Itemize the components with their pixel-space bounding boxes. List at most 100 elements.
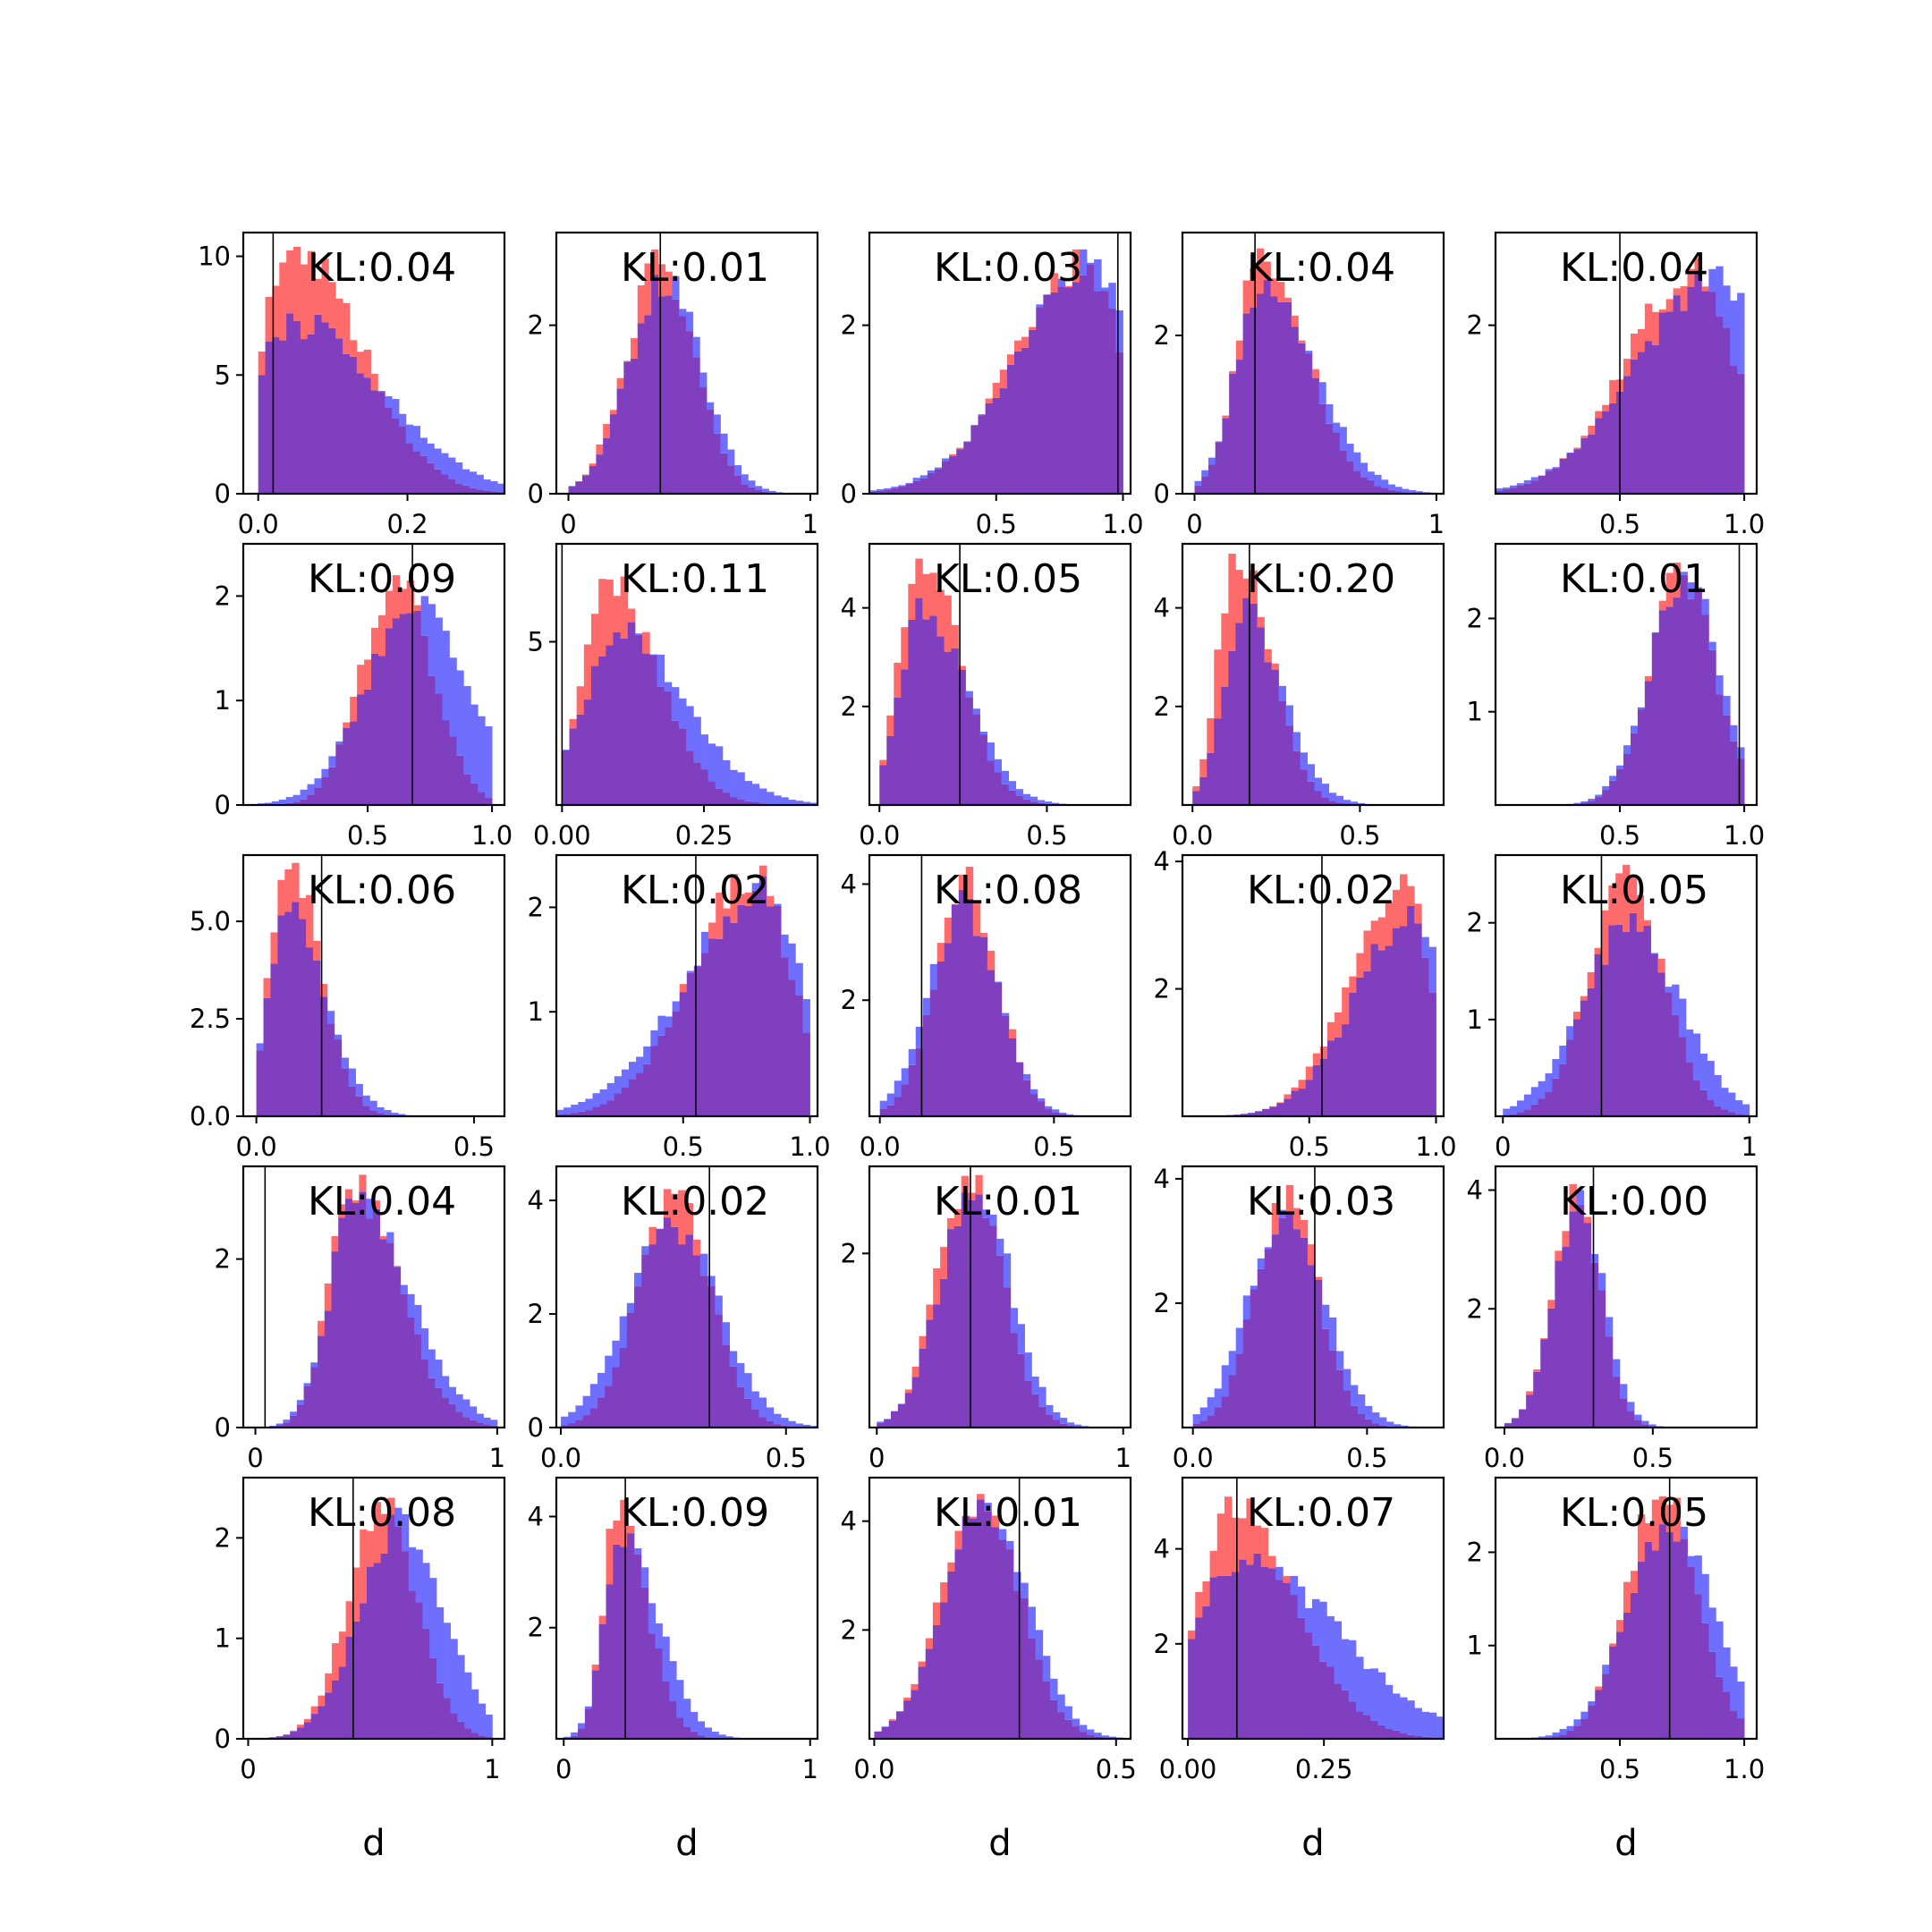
red-hist-bar (888, 1719, 897, 1721)
kl-annotation: KL:0.05 (934, 556, 1082, 602)
overlap-bar (1277, 301, 1285, 494)
blue-hist-bar (741, 474, 749, 485)
blue-hist-bar (1370, 1668, 1378, 1721)
red-hist-bar (671, 1193, 679, 1227)
overlap-bar (643, 1063, 651, 1116)
x-tick-label: 0.5 (1599, 1754, 1640, 1784)
x-tick-label: 0.0 (860, 1131, 901, 1162)
overlap-bar (1257, 293, 1265, 494)
overlap-bar (936, 636, 945, 805)
overlap-bar (1387, 489, 1395, 494)
overlap-bar (1562, 1246, 1570, 1428)
kl-annotation: KL:0.04 (308, 1179, 456, 1224)
kl-annotation: KL:0.04 (308, 245, 456, 291)
overlap-bar (1013, 351, 1022, 494)
blue-hist-bar (662, 1636, 670, 1682)
overlap-bar (672, 1011, 681, 1116)
overlap-bar (1699, 1089, 1707, 1116)
overlap-bar (874, 1731, 882, 1739)
overlap-bar (1328, 801, 1337, 805)
overlap-bar (256, 1050, 264, 1116)
kl-annotation: KL:0.01 (934, 1490, 1082, 1536)
blue-hist-bar (271, 801, 280, 805)
blue-hist-bar (711, 1732, 719, 1739)
red-hist-bar (1651, 311, 1660, 345)
overlap-bar (1334, 1683, 1343, 1739)
red-hist-bar (1673, 562, 1681, 598)
overlap-bar (1010, 1333, 1019, 1428)
red-hist-bar (1572, 1012, 1581, 1020)
blue-hist-bar (650, 1030, 658, 1046)
overlap-bar (700, 953, 709, 1116)
overlap-bar (448, 1403, 456, 1428)
overlap-bar (884, 489, 892, 494)
overlap-bar (884, 1419, 892, 1428)
blue-hist-bar (1496, 487, 1504, 491)
overlap-bar (1636, 931, 1645, 1116)
red-hist-bar (962, 1515, 970, 1517)
overlap-bar (597, 1397, 606, 1428)
x-tick-label: 0.5 (453, 1131, 495, 1162)
blue-hist-bar (621, 1069, 630, 1088)
blue-hist-bar (490, 1419, 498, 1426)
overlap-bar (922, 619, 930, 805)
blue-hist-bar (1392, 1693, 1401, 1731)
overlap-bar (671, 1226, 679, 1428)
red-hist-bar (1687, 268, 1695, 287)
overlap-bar (968, 1199, 976, 1428)
overlap-bar (344, 1199, 353, 1428)
kl-annotation: KL:0.08 (934, 868, 1082, 913)
x-tick-label: 0.0 (1484, 1443, 1525, 1473)
blue-hist-bar (1708, 268, 1716, 292)
y-tick-label: 4 (841, 1506, 857, 1537)
blue-hist-bar (700, 734, 708, 770)
red-hist-bar (1644, 676, 1653, 682)
overlap-bar (373, 1563, 382, 1739)
overlap-bar (1030, 1094, 1038, 1116)
x-tick-label: 0.0 (236, 1131, 277, 1162)
overlap-bar (961, 1192, 969, 1428)
overlap-bar (1031, 1394, 1039, 1428)
overlap-bar (999, 388, 1008, 494)
overlap-bar (1192, 791, 1200, 805)
blue-hist-bar (1707, 1061, 1715, 1100)
overlap-bar (941, 461, 950, 494)
blue-hist-bar (1285, 705, 1293, 726)
x-tick-label: 0.0 (859, 820, 900, 851)
overlap-bar (1015, 1062, 1024, 1116)
overlap-bar (325, 1692, 333, 1739)
overlap-bar (699, 386, 708, 494)
overlap-bar (303, 1385, 311, 1428)
overlap-bar (693, 966, 702, 1116)
subplot-2: 020 1KL:0.01 (528, 231, 818, 539)
axes-frame (1181, 542, 1445, 807)
overlap-bar (962, 1516, 970, 1739)
overlap-bar (958, 670, 966, 805)
overlap-bar (929, 615, 937, 805)
blue-hist-bar (568, 1411, 576, 1424)
red-hist-bar (992, 382, 1001, 398)
blue-hist-bar (1708, 641, 1716, 650)
x-tick-label: 0.00 (533, 820, 591, 851)
subplot-22: 240 1KL:0.09d (528, 1476, 819, 1864)
red-hist-bar (1623, 864, 1631, 932)
blue-hist-bar (1051, 1109, 1060, 1113)
red-hist-bar (598, 579, 606, 657)
blue-hist-bar (485, 726, 493, 799)
overlap-bar (940, 1278, 948, 1428)
red-hist-bar (343, 722, 351, 728)
blue-hist-bar (1737, 1681, 1745, 1719)
red-hist-bar (1242, 578, 1250, 598)
red-hist-bar (1615, 873, 1623, 925)
blue-hist-bar (979, 731, 987, 735)
red-hist-bar (350, 696, 358, 722)
overlap-bar (1378, 1425, 1387, 1428)
overlap-bar (1207, 1415, 1216, 1428)
red-hist-bar (1694, 258, 1702, 271)
y-tick-label: 0 (1154, 479, 1170, 509)
red-hist-bar (936, 943, 945, 962)
overlap-bar (341, 1068, 350, 1116)
red-hist-bar (1257, 248, 1265, 294)
overlap-bar (605, 1385, 613, 1428)
kl-annotation: KL:0.05 (1560, 868, 1708, 913)
